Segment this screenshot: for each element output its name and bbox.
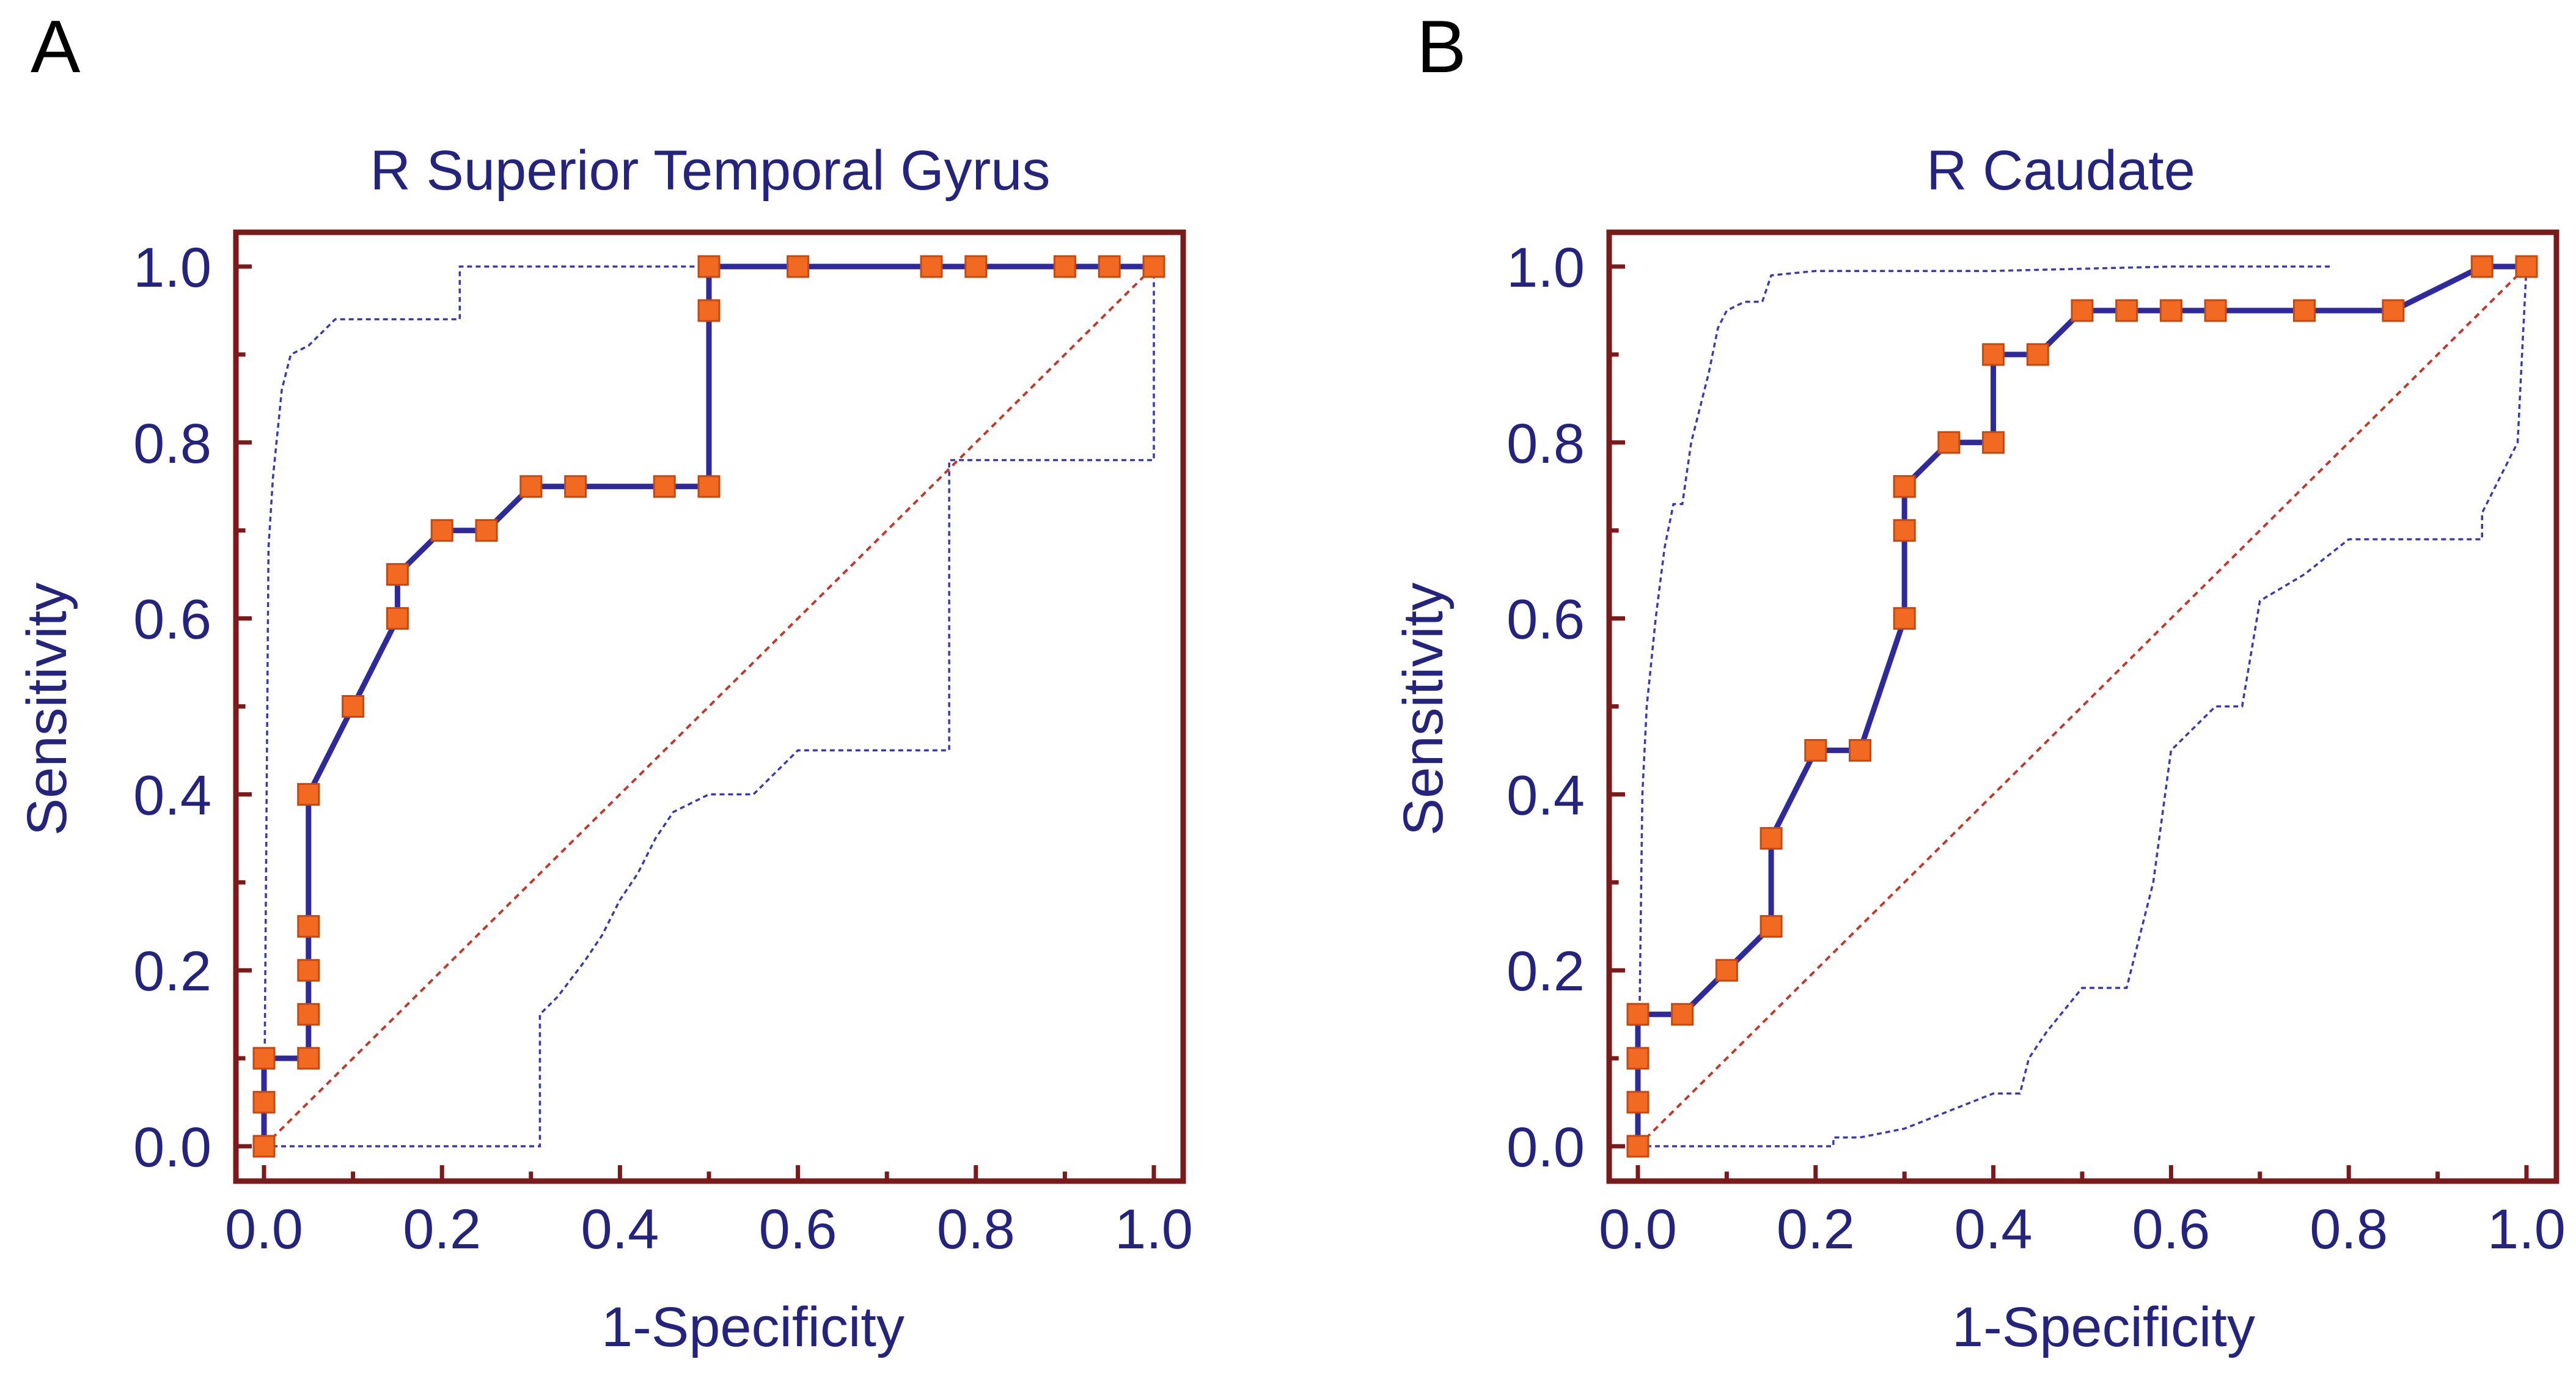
panel-a-roc-point [1098,255,1121,278]
panel-a-letter: A [31,5,81,88]
panel-a-roc-point [519,475,543,498]
panel-b-roc-point [1893,607,1916,630]
panel-b-roc-point [2515,255,2538,278]
panel-b-roc-point [2071,299,2094,322]
panel-b-x-tick-label: 0.8 [2310,1198,2388,1261]
panel-b-roc-point [1937,431,1961,454]
panel-b-roc-point [2204,299,2227,322]
panel-b-roc-point [1715,959,1738,982]
panel-b-roc-point [2382,299,2405,322]
panel-b-y-tick-label: 0.8 [1506,413,1585,475]
panel-a-roc-point [697,255,721,278]
panel-a-roc-point [386,563,409,586]
panel-a-roc-point [697,299,721,322]
panel-b-roc-point [1760,915,1783,938]
panel-b-roc-point [1982,431,2005,454]
panel-a-roc-point [787,255,810,278]
panel-b-roc-point [1626,1091,1649,1114]
panel-a-roc-point [964,255,988,278]
panel-a-roc-point [697,475,721,498]
panel-b-y-tick-label: 0.6 [1506,589,1585,651]
panel-a-roc-point [1053,255,1076,278]
panel-b-roc-point [1671,1003,1694,1026]
panel-a-y-tick-label: 0.8 [133,413,211,475]
panel-a-series [252,255,1165,1158]
panel-b-series [1626,255,2538,1158]
panel-a-title: R Superior Temporal Gyrus [370,139,1051,202]
panel-b-roc-point [2293,299,2316,322]
panel-a-roc-point [475,519,498,542]
panel-b-x-axis-label: 1-Specificity [1952,1296,2255,1358]
panel-a: A R Superior Temporal Gyrus 1-Specificit… [16,5,1193,1358]
panel-a-roc-point [1142,255,1165,278]
panel-a-x-tick-label: 0.4 [581,1198,659,1261]
panel-a-roc-point [653,475,676,498]
panel-b-y-tick-label: 0.4 [1506,764,1585,827]
panel-a-roc-point [430,519,453,542]
panel-a-roc-point [297,959,320,982]
panel-a-x-tick-label: 0.0 [225,1198,303,1261]
panel-b: B R Caudate 1-Specificity Sensitivity 0.… [1392,5,2566,1358]
panel-a-y-tick-label: 0.4 [133,764,211,827]
panel-a-roc-point [297,915,320,938]
panel-a-roc-point [252,1047,276,1070]
panel-b-roc-point [1626,1047,1649,1070]
panel-a-x-tick-label: 0.8 [937,1198,1015,1261]
panel-b-roc-point [1982,343,2005,366]
panel-b-ticks: 0.0 0.2 0.4 0.6 0.8 1.0 0.0 0.2 0.4 0.6 0.8 1.0 [1506,237,2566,1261]
panel-a-roc-point [297,783,320,806]
panel-a-y-tick-label: 1.0 [133,237,211,299]
panel-b-roc-point [2115,299,2138,322]
panel-b-roc-point [2159,299,2182,322]
panel-a-roc-point [564,475,587,498]
panel-a-x-tick-label: 1.0 [1115,1198,1193,1261]
panel-a-roc-point [297,1047,320,1070]
panel-b-x-tick-label: 0.0 [1599,1198,1677,1261]
panel-b-lower-ci-line [1638,266,2528,1147]
panel-a-y-tick-label: 0.6 [133,589,211,651]
panel-b-roc-point [1804,738,1827,762]
panel-a-roc-point [920,255,943,278]
panel-b-reference-diagonal-line [1637,265,2528,1147]
panel-b-roc-point [1893,475,1916,498]
panel-a-y-axis-label: Sensitivity [16,583,78,836]
panel-a-roc-point [297,1003,320,1026]
panel-b-roc-point [1626,1003,1649,1026]
panel-a-upper-ci-line [263,265,1154,1147]
panel-b-upper-ci-line [1637,265,2332,1147]
panel-a-y-tick-label: 0.2 [133,940,211,1003]
panel-a-ticks: 0.0 0.2 0.4 0.6 0.8 1.0 0.0 0.2 0.4 0.6 0.8 1.0 [133,237,1193,1261]
panel-a-roc-point [252,1091,276,1114]
panel-b-roc-point [1760,827,1783,850]
panel-b-x-tick-label: 0.6 [2132,1198,2210,1261]
panel-a-lower-ci-line [264,267,1155,1147]
panel-b-letter: B [1417,5,1466,88]
panel-a-roc-point [342,695,365,718]
panel-a-x-tick-label: 0.2 [403,1198,481,1261]
panel-b-title: R Caudate [1926,139,2195,202]
panel-b-y-axis-label: Sensitivity [1392,583,1455,836]
panel-b-x-tick-label: 0.4 [1954,1198,2033,1261]
panel-a-x-axis-label: 1-Specificity [601,1296,905,1358]
panel-b-x-tick-label: 0.2 [1777,1198,1855,1261]
panel-a-roc-point [386,607,409,630]
panel-b-roc-point [2026,343,2049,366]
panel-a-y-tick-label: 0.0 [133,1116,211,1179]
panel-b-roc-point [2470,255,2493,278]
panel-b-y-tick-label: 1.0 [1506,237,1585,299]
panel-a-x-tick-label: 0.6 [759,1198,837,1261]
panel-b-roc-point [1626,1135,1649,1158]
panel-b-y-tick-label: 0.0 [1506,1116,1585,1179]
panel-b-plot-frame [1606,229,2559,1184]
panel-a-roc-point [252,1135,276,1158]
panel-b-y-tick-label: 0.2 [1506,940,1585,1003]
panel-b-roc-point [1893,519,1916,542]
panel-b-roc-point [1849,738,1871,762]
panel-b-x-tick-label: 1.0 [2487,1198,2566,1261]
